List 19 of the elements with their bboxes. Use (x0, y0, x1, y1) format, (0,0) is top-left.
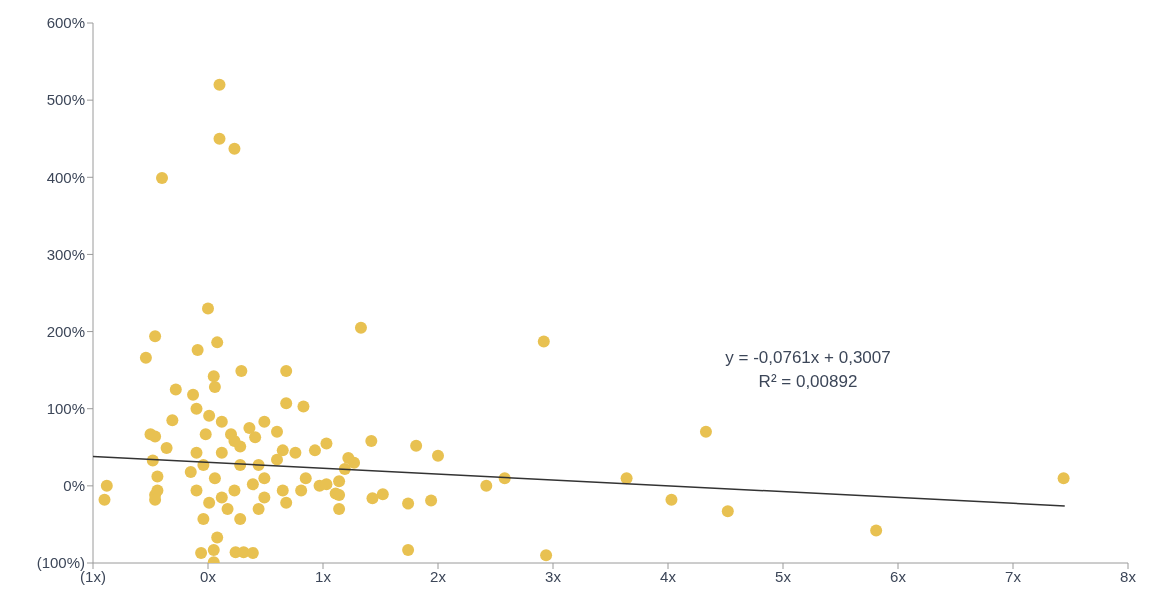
y-tick-label: 300% (46, 245, 85, 263)
y-tick-label: 600% (46, 14, 85, 32)
annotation: R² = 0,00892 (757, 372, 859, 392)
x-tick-label: 2x (430, 567, 447, 585)
x-tick-label: 8x (1120, 567, 1137, 585)
y-tick-label: 400% (46, 168, 85, 186)
x-tick-label: 0x (200, 567, 217, 585)
x-tick-label: 1x (315, 567, 332, 585)
x-tick-label: 5x (775, 567, 792, 585)
x-tick-label: 3x (545, 567, 562, 585)
y-tick-label: 200% (46, 322, 85, 340)
x-tick-label: 7x (1005, 567, 1022, 585)
y-tick-label: 100% (46, 400, 85, 418)
y-tick-label: 0% (63, 477, 85, 495)
y-tick-label: 500% (46, 91, 85, 109)
x-tick-label: 6x (890, 567, 907, 585)
annotation: y = -0,0761x + 0,3007 (724, 348, 892, 368)
y-tick-label: (100%) (36, 554, 85, 572)
x-tick-label: 4x (660, 567, 677, 585)
